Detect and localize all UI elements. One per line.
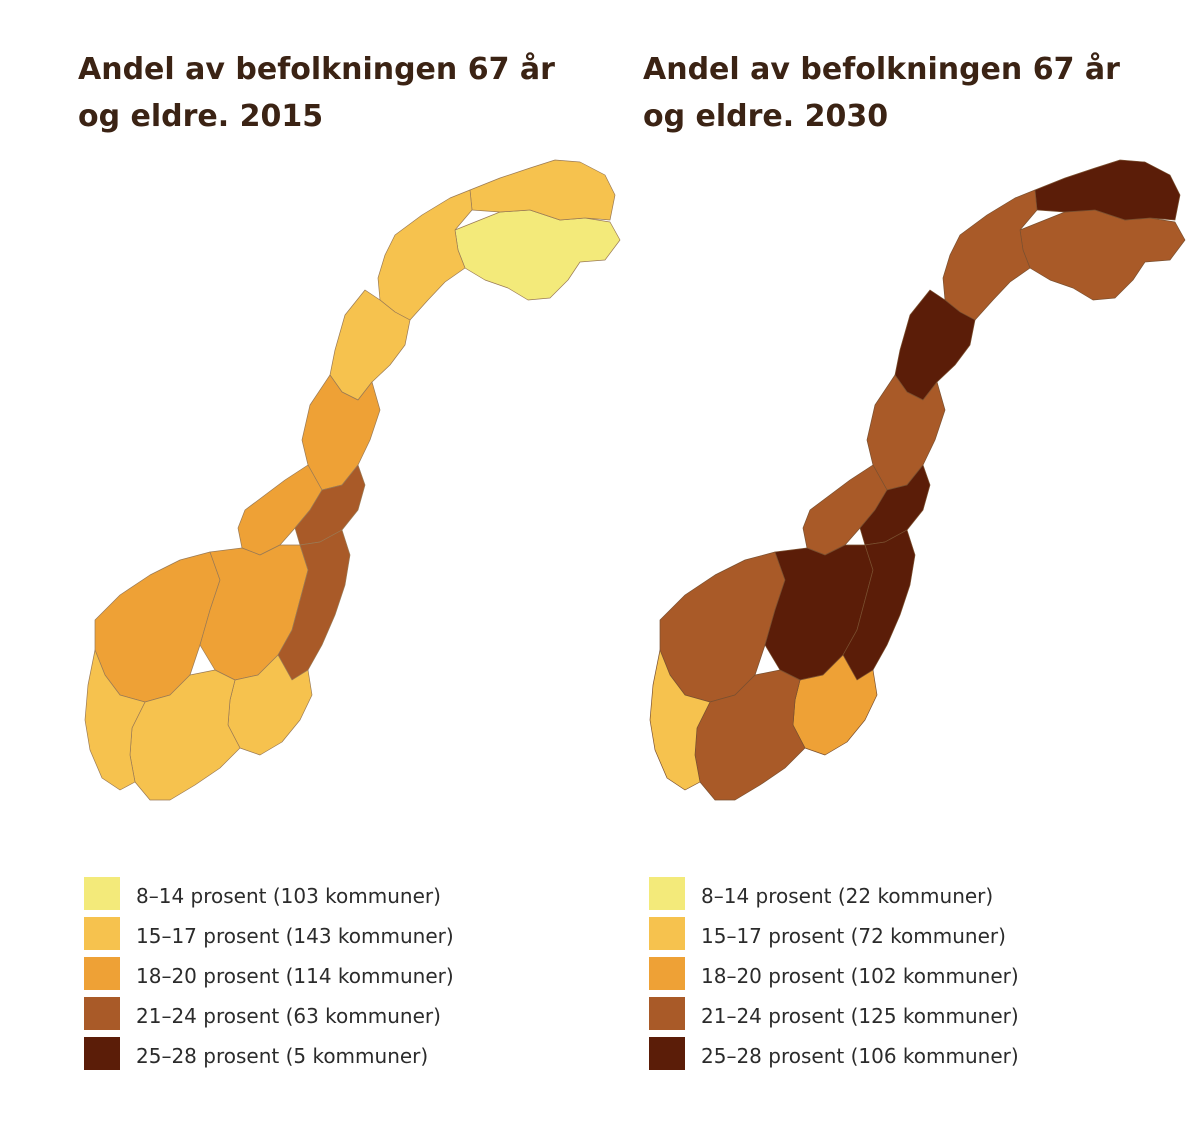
legend-label: 18–20 prosent (114 kommuner) — [136, 964, 454, 988]
region-nordland-south — [301, 374, 381, 491]
legend-label: 25–28 prosent (5 kommuner) — [136, 1044, 429, 1068]
legend-label: 25–28 prosent (106 kommuner) — [701, 1044, 1019, 1068]
legend-label: 21–24 prosent (63 kommuner) — [136, 1004, 441, 1028]
region-rogaland — [649, 649, 711, 791]
region-finnmark-east — [1019, 209, 1186, 301]
map-title: Andel av befolkningen 67 år og eldre. 20… — [643, 52, 1120, 134]
legend-swatch — [649, 957, 685, 990]
legend-swatch — [84, 1037, 120, 1070]
legend-swatch — [649, 877, 685, 910]
region-finnmark-coast — [1034, 159, 1181, 221]
legend-swatch — [84, 997, 120, 1030]
legend-swatch — [84, 917, 120, 950]
legend-swatch — [649, 997, 685, 1030]
legend-label: 8–14 prosent (103 kommuner) — [136, 884, 441, 908]
map-panel-2030: Andel av befolkningen 67 år og eldre. 20… — [565, 0, 1186, 1138]
region-innlandet-east — [842, 529, 916, 681]
legend-label: 21–24 prosent (125 kommuner) — [701, 1004, 1019, 1028]
norway-map — [649, 159, 1186, 801]
legend-label: 15–17 prosent (143 kommuner) — [136, 924, 454, 948]
region-troms — [377, 189, 473, 321]
legend-label: 8–14 prosent (22 kommuner) — [701, 884, 994, 908]
region-rogaland — [84, 649, 146, 791]
legend-swatch — [84, 877, 120, 910]
region-troms — [942, 189, 1038, 321]
region-innlandet-east — [277, 529, 351, 681]
legend-swatch — [649, 1037, 685, 1070]
region-finnmark-coast — [469, 159, 616, 221]
map-title: Andel av befolkningen 67 år og eldre. 20… — [78, 52, 555, 134]
legend-swatch — [84, 957, 120, 990]
region-nordland-south — [866, 374, 946, 491]
map-panel-2015: Andel av befolkningen 67 år og eldre. 20… — [0, 0, 621, 1138]
legend-label: 18–20 prosent (102 kommuner) — [701, 964, 1019, 988]
norway-map — [84, 159, 621, 801]
legend-label: 15–17 prosent (72 kommuner) — [701, 924, 1006, 948]
legend-swatch — [649, 917, 685, 950]
